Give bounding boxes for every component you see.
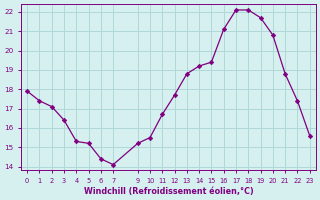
X-axis label: Windchill (Refroidissement éolien,°C): Windchill (Refroidissement éolien,°C): [84, 187, 253, 196]
